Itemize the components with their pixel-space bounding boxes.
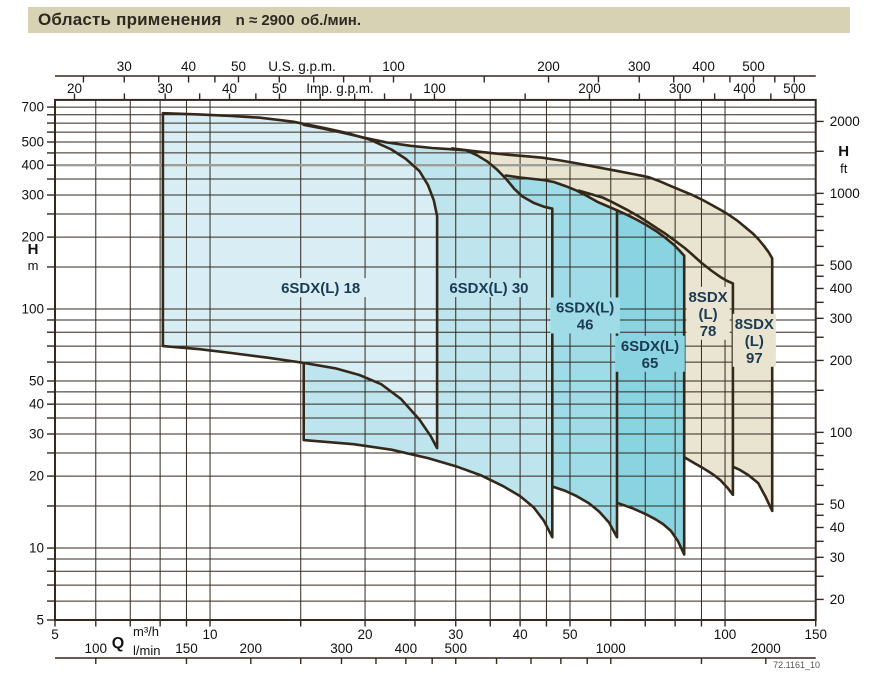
title-speed-unit: об./мин.	[300, 11, 362, 29]
axis-tick-label: 500	[21, 135, 44, 150]
axis-symbol-h-left: H	[28, 241, 39, 258]
axis-tick-label: 40	[513, 627, 528, 642]
axis-tick-label: 20	[67, 81, 82, 96]
axis-tick-label: 400	[21, 158, 44, 173]
region-6sdx-l-18-outline	[161, 111, 439, 450]
axis-tick-label: 100	[85, 641, 108, 656]
region-8sdx-l-78-outline	[577, 189, 735, 497]
axis-tick-label: 200	[830, 353, 853, 368]
axis-tick-label: 10	[203, 627, 218, 642]
axis-symbol-h-right: H	[838, 143, 849, 160]
axis-tick-label: 50	[830, 497, 845, 512]
page-title: Область применения	[38, 10, 222, 29]
region-6sdx-l-30-outline	[302, 123, 554, 539]
axis-tick-label: 50	[29, 374, 44, 389]
axis-symbol-q: Q	[112, 635, 124, 652]
region-label-bg-8sdx-l-78	[686, 286, 730, 340]
axis-tick-label: 1000	[830, 186, 860, 201]
axis-tick-label: 2000	[751, 641, 781, 656]
axis-unit-h-m: m	[28, 258, 39, 273]
axis-tick-label: 200	[21, 230, 44, 245]
region-label-6sdx-l-65: 6SDX(L) 65	[621, 338, 679, 372]
axis-tick-label: 100	[714, 627, 737, 642]
axis-tick-label: 30	[448, 627, 463, 642]
axis-tick-label: 700	[21, 100, 44, 115]
axis-tick-label: 40	[29, 397, 44, 412]
axis-tick-label: 40	[181, 59, 196, 74]
region-label-bg-6sdx-l-65	[615, 335, 685, 372]
title-speed: n ≈ 2900	[235, 11, 295, 29]
axis-tick-label: 400	[395, 641, 418, 656]
axis-tick-label: 40	[222, 81, 237, 96]
axis-tick-label: 30	[29, 427, 44, 442]
axis-tick-label: 1000	[596, 641, 626, 656]
axis-unit-lmin: l/min	[133, 643, 160, 658]
axis-tick-label: 200	[240, 641, 263, 656]
axis-tick-label: 300	[669, 81, 692, 96]
axis-tick-label: 200	[537, 59, 560, 74]
axis-tick-label: 20	[358, 627, 373, 642]
axis-tick-label: 10	[29, 541, 44, 556]
region-label-bg-6sdx-l-30	[440, 278, 537, 298]
region-label-8sdx-l-97: 8SDX (L) 97	[735, 316, 774, 367]
axis-tick-label: 30	[830, 550, 845, 565]
axis-tick-label: 5	[36, 613, 44, 628]
region-label-8sdx-l-78: 8SDX (L) 78	[688, 289, 727, 340]
region-label-bg-6sdx-l-18	[272, 278, 369, 298]
region-label-bg-6sdx-l-46	[550, 297, 620, 334]
axis-tick-label: 50	[231, 59, 246, 74]
axis-tick-label: 300	[628, 59, 651, 74]
axis-tick-label: 20	[830, 592, 845, 607]
axis-tick-label: 20	[29, 469, 44, 484]
axis-tick-label: 300	[21, 188, 44, 203]
axis-tick-label: 150	[175, 641, 198, 656]
axis-tick-label: 50	[272, 81, 287, 96]
axis-tick-label: 2000	[830, 114, 860, 129]
axis-tick-label: 300	[830, 311, 853, 326]
regions-outline-layer	[161, 111, 774, 556]
axis-tick-label: 500	[742, 59, 765, 74]
region-label-6sdx-l-30: 6SDX(L) 30	[449, 280, 528, 297]
axis-tick-label: 500	[444, 641, 467, 656]
axis-tick-label: 500	[783, 81, 806, 96]
region-6sdx-l-46-outline	[504, 174, 619, 539]
axis-tick-label: 150	[804, 627, 827, 642]
axis-unit-imp-gpm: Imp. g.p.m.	[306, 81, 374, 96]
axis-tick-label: 400	[733, 81, 756, 96]
region-label-bg-8sdx-l-97	[732, 313, 776, 367]
axis-tick-label: 500	[830, 258, 853, 273]
region-label-6sdx-l-18: 6SDX(L) 18	[281, 280, 360, 297]
axis-unit-h-ft: ft	[840, 161, 848, 176]
axis-tick-label: 30	[117, 59, 132, 74]
axis-unit-us-gpm: U.S. g.p.m.	[268, 59, 336, 74]
axis-tick-label: 100	[423, 81, 446, 96]
axis-tick-label: 50	[562, 627, 577, 642]
axis-tick-label: 200	[578, 81, 601, 96]
axis-tick-label: 100	[830, 425, 853, 440]
axis-tick-label: 30	[158, 81, 173, 96]
axis-tick-label: 300	[330, 641, 353, 656]
region-label-6sdx-l-46: 6SDX(L) 46	[556, 299, 614, 333]
axis-unit-m3h: m³/h	[133, 624, 159, 639]
axis-tick-label: 400	[692, 59, 715, 74]
title-bar: Область применения n ≈ 2900 об./мин.	[28, 7, 850, 33]
axis-tick-label: 400	[830, 281, 853, 296]
axis-tick-label: 100	[21, 302, 44, 317]
watermark: 72.1161_10	[773, 660, 820, 670]
region-6sdx-l-65-outline	[615, 209, 686, 556]
axis-tick-label: 100	[382, 59, 405, 74]
axis-tick-label: 40	[830, 520, 845, 535]
axis-tick-label: 5	[51, 627, 59, 642]
